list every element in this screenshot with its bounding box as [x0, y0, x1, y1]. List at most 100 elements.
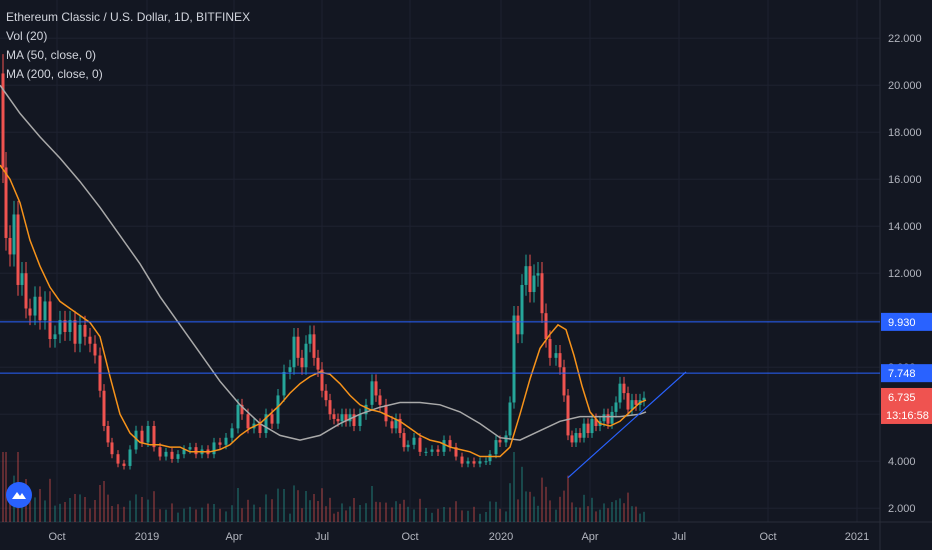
candle-body[interactable] — [610, 411, 614, 424]
candle-body[interactable] — [594, 418, 598, 426]
candle-body[interactable] — [578, 433, 582, 438]
candle-body[interactable] — [182, 449, 186, 455]
candle-body[interactable] — [236, 404, 240, 429]
candle-body[interactable] — [370, 381, 374, 405]
candle-body[interactable] — [562, 367, 566, 396]
candle-body[interactable] — [176, 454, 180, 459]
candle-body[interactable] — [412, 437, 416, 445]
candle-body[interactable] — [590, 418, 594, 434]
candle-body[interactable] — [88, 336, 92, 344]
candle-body[interactable] — [43, 301, 47, 321]
candle-body[interactable] — [158, 447, 162, 457]
candle-body[interactable] — [20, 273, 24, 285]
candle-body[interactable] — [374, 381, 378, 396]
candle-body[interactable] — [292, 336, 296, 368]
candle-body[interactable] — [454, 447, 458, 457]
candle-body[interactable] — [320, 369, 324, 391]
candle-body[interactable] — [430, 449, 434, 452]
candle-body[interactable] — [4, 167, 8, 238]
candle-body[interactable] — [586, 423, 590, 434]
candle-body[interactable] — [394, 418, 398, 429]
candle-body[interactable] — [270, 414, 274, 424]
candle-body[interactable] — [488, 454, 492, 462]
candle-body[interactable] — [246, 414, 250, 429]
candle-body[interactable] — [634, 400, 638, 405]
candle-body[interactable] — [68, 320, 72, 332]
candle-body[interactable] — [140, 430, 144, 443]
candle-body[interactable] — [128, 449, 132, 466]
indicator-ma200[interactable]: MA (200, close, 0) — [6, 67, 103, 81]
candle-body[interactable] — [614, 402, 618, 412]
candle-body[interactable] — [532, 275, 536, 293]
candle-body[interactable] — [418, 437, 422, 452]
candle-body[interactable] — [436, 449, 440, 452]
candle-body[interactable] — [16, 214, 20, 285]
candle-body[interactable] — [626, 393, 630, 410]
candle-body[interactable] — [258, 423, 262, 434]
candle-body[interactable] — [304, 343, 308, 368]
candle-body[interactable] — [558, 353, 562, 368]
candle-body[interactable] — [300, 357, 304, 368]
candle-body[interactable] — [134, 430, 138, 450]
candle-body[interactable] — [58, 320, 62, 335]
candle-body[interactable] — [520, 284, 524, 335]
candle-body[interactable] — [406, 444, 410, 448]
candle-body[interactable] — [24, 273, 28, 309]
candle-body[interactable] — [460, 456, 464, 464]
candle-body[interactable] — [28, 308, 32, 316]
candle-body[interactable] — [484, 461, 488, 463]
candle-body[interactable] — [570, 435, 574, 443]
candle-body[interactable] — [276, 395, 280, 424]
indicator-volume[interactable]: Vol (20) — [6, 29, 48, 43]
candle-body[interactable] — [544, 313, 548, 340]
candle-body[interactable] — [574, 433, 578, 443]
candle-body[interactable] — [358, 414, 362, 426]
candle-body[interactable] — [218, 442, 222, 445]
candle-body[interactable] — [540, 273, 544, 314]
candle-body[interactable] — [402, 433, 406, 448]
candle-body[interactable] — [352, 414, 356, 426]
candle-body[interactable] — [146, 425, 150, 443]
candle-body[interactable] — [528, 266, 532, 293]
candle-body[interactable] — [324, 390, 328, 401]
candle-body[interactable] — [288, 367, 292, 372]
candle-body[interactable] — [110, 442, 114, 455]
candle-body[interactable] — [630, 400, 634, 410]
candle-body[interactable] — [224, 437, 228, 445]
candle-body[interactable] — [536, 273, 540, 276]
candle-body[interactable] — [498, 440, 502, 443]
candle-body[interactable] — [548, 339, 552, 358]
candle-body[interactable] — [102, 390, 106, 426]
candle-body[interactable] — [116, 454, 120, 464]
candle-body[interactable] — [1, 73, 5, 168]
candle-body[interactable] — [312, 334, 316, 358]
candle-body[interactable] — [512, 315, 516, 403]
candle-body[interactable] — [93, 343, 97, 356]
indicator-ma50[interactable]: MA (50, close, 0) — [6, 48, 97, 62]
candle-body[interactable] — [364, 404, 368, 415]
candle-body[interactable] — [316, 357, 320, 370]
candle-body[interactable] — [170, 451, 174, 459]
candle-body[interactable] — [340, 414, 344, 422]
candle-body[interactable] — [152, 425, 156, 448]
trendline[interactable] — [567, 371, 687, 479]
candle-body[interactable] — [38, 296, 42, 321]
candle-body[interactable] — [83, 324, 87, 337]
candle-body[interactable] — [494, 440, 498, 455]
candle-body[interactable] — [448, 440, 452, 448]
candle-body[interactable] — [164, 451, 168, 457]
candle-body[interactable] — [622, 383, 626, 394]
candle-body[interactable] — [524, 266, 528, 285]
candle-body[interactable] — [516, 315, 520, 335]
candle-body[interactable] — [78, 324, 82, 344]
candle-body[interactable] — [336, 418, 340, 422]
candle-body[interactable] — [508, 402, 512, 436]
candle-body[interactable] — [282, 371, 286, 396]
candle-body[interactable] — [188, 447, 192, 450]
candle-body[interactable] — [606, 414, 610, 424]
candle-body[interactable] — [478, 461, 482, 464]
candle-body[interactable] — [344, 414, 348, 422]
candle-body[interactable] — [48, 301, 52, 340]
